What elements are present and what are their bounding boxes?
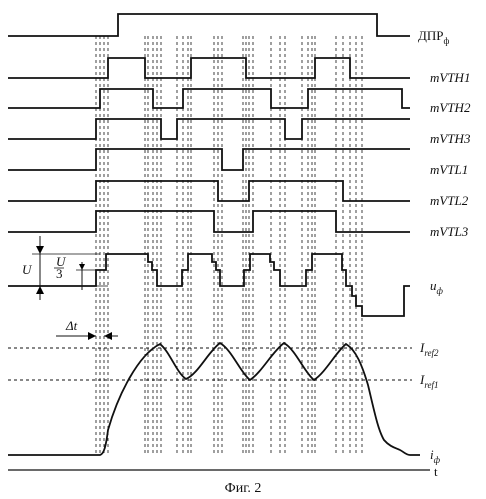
label-uphi: uф [430, 278, 444, 296]
label-mvtl3: mVTL3 [430, 224, 469, 239]
signal-labels: ДПРф mVTH1 mVTH2 mVTH3 mVTL1 mVTL2 mVTL3 uф Iref… [418, 28, 471, 479]
label-iphi: iф [430, 447, 441, 465]
label-mvth3: mVTH3 [430, 131, 471, 146]
dt-label: Δt [65, 318, 78, 333]
arrow-down-icon [79, 264, 85, 270]
label-iref2: Iref2 [419, 340, 439, 358]
arrow-up-icon [36, 286, 44, 294]
label-iref1: Iref1 [419, 372, 439, 390]
label-mvth1: mVTH1 [430, 70, 470, 85]
u3-denominator: 3 [56, 266, 63, 281]
arrow-right-icon [88, 332, 96, 340]
label-mvth2: mVTH2 [430, 100, 471, 115]
label-t: t [434, 464, 438, 479]
label-mvtl1: mVTL1 [430, 162, 468, 177]
label-dpr: ДПРф [418, 28, 450, 46]
u-amplitude-label: U [22, 262, 33, 277]
figure-caption: Фиг. 2 [225, 481, 262, 496]
waveforms [8, 14, 430, 470]
arrow-down-icon [36, 246, 44, 254]
waveform-mvth1 [8, 58, 410, 78]
dashed-guides [8, 36, 412, 455]
waveform-dpr [8, 14, 410, 36]
label-mvtl2: mVTL2 [430, 193, 469, 208]
